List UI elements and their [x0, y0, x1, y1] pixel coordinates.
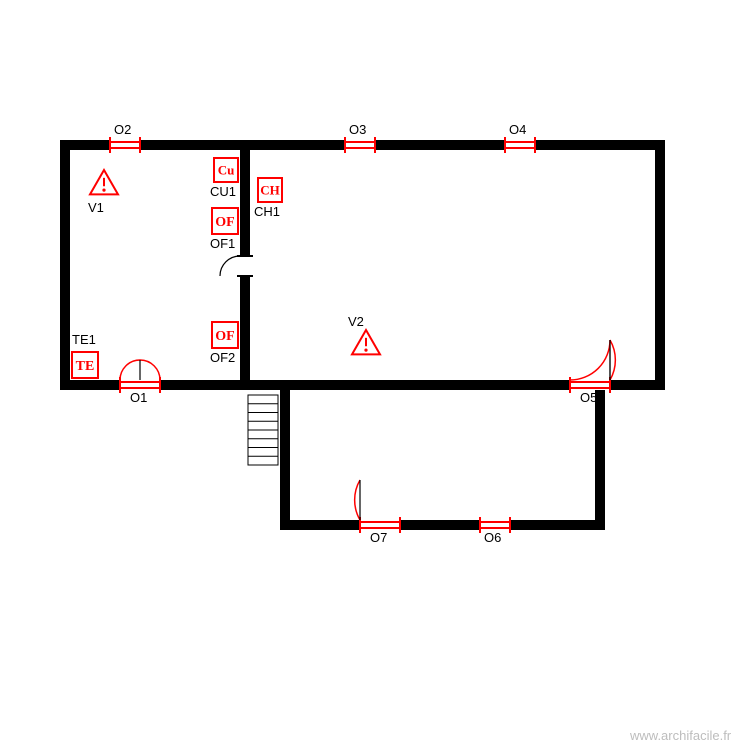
- opening-label-O1: O1: [130, 390, 147, 405]
- symbol-text-CH1: CH: [260, 183, 280, 198]
- floor-plan: O2 O3 O4 O1 O5 O7 O6 Cu CU1 CH CH1 OF OF1 OF OF2 TE TE1 V…: [0, 0, 750, 750]
- opening-label-O6: O6: [484, 530, 501, 545]
- wall: [60, 140, 70, 390]
- opening-label-O4: O4: [509, 122, 526, 137]
- watermark: www.archifacile.fr: [629, 728, 732, 743]
- wall: [280, 380, 290, 530]
- symbol-text-OF2: OF: [215, 329, 234, 344]
- symbol-text-OF1: OF: [215, 215, 234, 230]
- opening-label-O5: O5: [580, 390, 597, 405]
- symbol-label-CU1: CU1: [210, 184, 236, 199]
- opening-label-O7: O7: [370, 530, 387, 545]
- warning-label-V2: V2: [348, 314, 364, 329]
- symbol-label-TE1: TE1: [72, 332, 96, 347]
- opening-label-O3: O3: [349, 122, 366, 137]
- symbol-label-OF1: OF1: [210, 236, 235, 251]
- warning-label-V1: V1: [88, 200, 104, 215]
- symbol-text-CU1: Cu: [218, 163, 235, 178]
- opening-door-inner: [240, 256, 250, 276]
- symbol-text-TE1: TE: [76, 359, 95, 374]
- wall: [280, 520, 605, 530]
- opening-label-O2: O2: [114, 122, 131, 137]
- door-arc-O5: [570, 340, 610, 380]
- symbol-label-OF2: OF2: [210, 350, 235, 365]
- wall: [655, 140, 665, 390]
- symbol-label-CH1: CH1: [254, 204, 280, 219]
